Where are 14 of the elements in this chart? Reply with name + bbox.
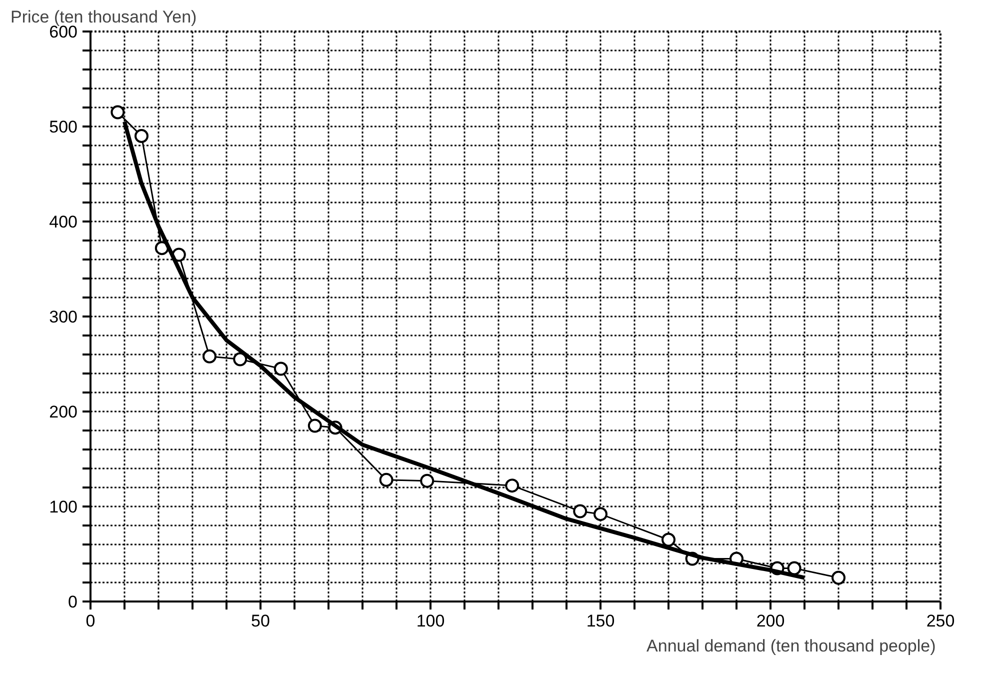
x-axis-title: Annual demand (ten thousand people) xyxy=(646,636,936,656)
y-tick-label: 300 xyxy=(49,308,78,326)
x-tick-label: 50 xyxy=(251,612,270,630)
x-tick-label: 200 xyxy=(756,612,785,630)
y-tick-label: 200 xyxy=(49,402,78,422)
y-axis-title: Price (ten thousand Yen) xyxy=(10,8,197,26)
x-tick-label: 100 xyxy=(416,612,445,630)
y-tick-label: 0 xyxy=(68,592,78,612)
y-tick-label: 400 xyxy=(49,212,78,232)
x-tick-label: 150 xyxy=(586,612,615,630)
y-tick-label: 100 xyxy=(49,498,78,516)
x-tick-label: 250 xyxy=(926,612,955,630)
x-tick-label: 0 xyxy=(86,612,96,630)
y-tick-label: 500 xyxy=(49,118,78,136)
